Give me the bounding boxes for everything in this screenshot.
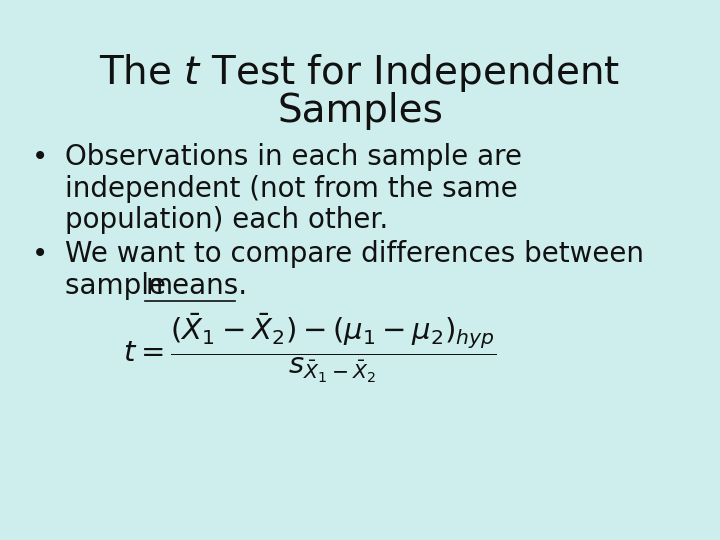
Text: $t = \dfrac{(\bar{X}_1 - \bar{X}_2) - (\mu_1 - \mu_2)_{hyp}}{s_{\bar{X}_1 - \bar: $t = \dfrac{(\bar{X}_1 - \bar{X}_2) - (\…	[123, 312, 496, 385]
Text: We want to compare differences between: We want to compare differences between	[65, 240, 644, 268]
Text: •: •	[32, 240, 48, 268]
Text: Samples: Samples	[277, 92, 443, 130]
Text: sample: sample	[65, 272, 175, 300]
Text: means.: means.	[145, 272, 248, 300]
Text: independent (not from the same: independent (not from the same	[65, 175, 518, 203]
Text: Observations in each sample are: Observations in each sample are	[65, 143, 522, 171]
Text: The $\mathit{t}$ Test for Independent: The $\mathit{t}$ Test for Independent	[99, 52, 621, 94]
Text: population) each other.: population) each other.	[65, 206, 388, 234]
Text: •: •	[32, 143, 48, 171]
